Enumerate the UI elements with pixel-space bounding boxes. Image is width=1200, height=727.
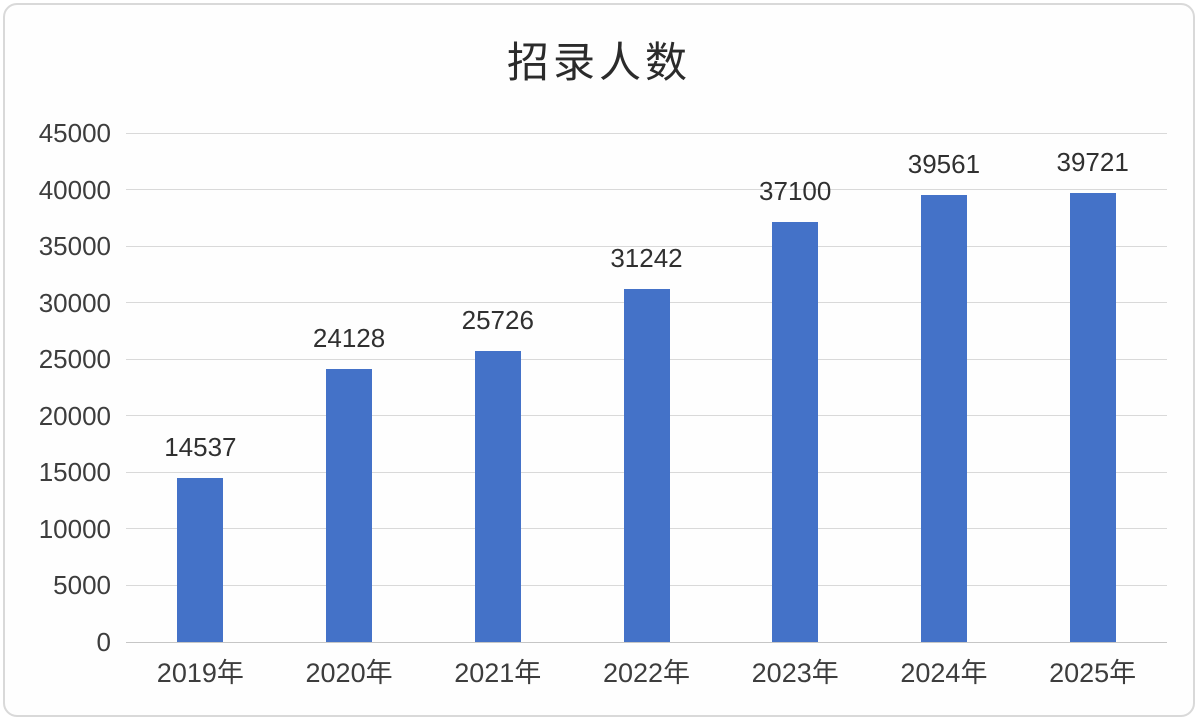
y-axis-tick-label: 25000 <box>38 344 111 375</box>
gridline <box>126 189 1167 191</box>
x-axis-tick-label: 2021年 <box>454 658 542 688</box>
x-axis-tick-label: 2020年 <box>305 658 393 688</box>
bar-value-label: 24128 <box>312 323 386 354</box>
y-axis-tick-label: 15000 <box>38 457 111 488</box>
bar-2023年 <box>772 222 819 642</box>
bar-value-label: 25726 <box>461 305 534 335</box>
x-axis-tick-label: 2019年 <box>156 658 244 688</box>
x-axis-tick-label: 2024年 <box>900 658 988 688</box>
bar-value-label: 39561 <box>907 148 981 179</box>
y-axis-tick-label: 20000 <box>38 400 111 431</box>
bar-2021年 <box>474 351 521 642</box>
gridline <box>126 245 1167 247</box>
chart-title: 招录人数 <box>506 39 691 86</box>
bar-2025年 <box>1069 192 1116 642</box>
bar-value-label: 14537 <box>164 431 237 462</box>
x-axis-tick-label: 2022年 <box>602 658 691 688</box>
y-axis-tick-label: 45000 <box>38 118 111 148</box>
bar-value-label: 31242 <box>610 242 683 273</box>
bar-2019年 <box>177 477 224 642</box>
bar-2022年 <box>623 288 670 642</box>
bar-value-label: 37100 <box>759 176 832 207</box>
y-axis-tick-label: 0 <box>96 627 111 657</box>
bar-2020年 <box>326 369 373 642</box>
x-axis-tick-label: 2023年 <box>751 658 839 688</box>
x-axis-line <box>126 641 1167 643</box>
chart-card: 招录人数 0 5000 10000 15000 20000 25000 30000 35000… <box>3 3 1195 717</box>
bar-value-label: 39721 <box>1056 146 1129 177</box>
y-axis-tick-label: 40000 <box>38 174 111 205</box>
gridline <box>126 132 1167 134</box>
x-axis-tick-label: 2025年 <box>1049 658 1137 688</box>
y-axis-tick-label: 30000 <box>38 287 111 318</box>
bar-2024年 <box>920 194 967 642</box>
y-axis-tick-label: 5000 <box>53 570 111 601</box>
y-axis-tick-label: 35000 <box>38 231 111 262</box>
plot-area: 0 5000 10000 15000 20000 25000 30000 35000 40000… <box>5 5 1200 727</box>
y-axis-tick-label: 10000 <box>38 513 111 544</box>
